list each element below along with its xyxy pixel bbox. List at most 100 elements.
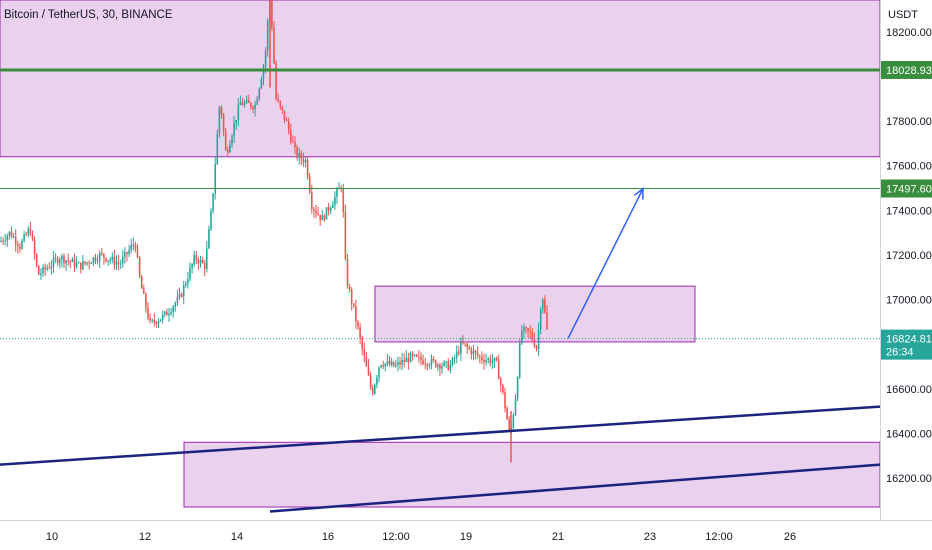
candle-body — [495, 357, 498, 361]
candle-body — [518, 342, 521, 378]
candle-body — [266, 20, 269, 51]
price-tick-label: 17000.00 — [886, 295, 932, 307]
candle-body — [462, 342, 464, 344]
candle-body — [180, 293, 183, 297]
candle-body — [122, 257, 124, 264]
candle-body — [237, 105, 240, 121]
candle-body — [422, 360, 424, 365]
candle-body — [277, 98, 279, 102]
time-axis[interactable] — [0, 521, 881, 550]
candle-body — [80, 262, 82, 270]
candle-body — [73, 259, 76, 267]
supply-demand-zone[interactable] — [183, 441, 881, 508]
candle-body — [388, 361, 391, 365]
candle-body — [311, 192, 313, 209]
candle-body — [334, 196, 336, 205]
candle-body — [285, 119, 288, 122]
candle-body — [231, 136, 233, 145]
candle-body — [497, 360, 500, 380]
candle-body — [300, 153, 303, 159]
candle-body — [59, 259, 61, 264]
supply-demand-zone[interactable] — [0, 0, 881, 158]
price-tick-label: 18200.00 — [886, 27, 932, 39]
candle-body — [426, 364, 429, 366]
candle-body — [258, 88, 261, 99]
price-tick-label: 17400.00 — [886, 205, 932, 217]
candle-body — [6, 235, 9, 241]
candle-body — [443, 361, 445, 366]
candle-body — [420, 356, 422, 361]
candle-body — [233, 123, 235, 137]
price-tick-label: 17600.00 — [886, 161, 932, 173]
candle-body — [405, 357, 408, 362]
candle-body — [67, 260, 69, 262]
candle-body — [327, 207, 330, 211]
candle-body — [374, 384, 376, 394]
price-tick-label: 16400.00 — [886, 428, 932, 440]
time-axis-divider — [0, 520, 932, 521]
candle-body — [361, 337, 363, 349]
candle-body — [227, 150, 229, 153]
candle-body — [50, 266, 53, 269]
candle-body — [23, 234, 25, 241]
candle-body — [344, 211, 347, 259]
candle-body — [353, 303, 355, 306]
candle-body — [306, 160, 309, 177]
price-tick-label: 16200.00 — [886, 473, 932, 485]
arrow-head-icon — [633, 187, 644, 200]
candle-body — [235, 120, 237, 124]
candle-body — [367, 366, 370, 376]
candle-body — [369, 375, 372, 388]
candle-body — [481, 356, 483, 360]
candle-body — [287, 121, 290, 131]
candle-body — [514, 399, 517, 415]
candle-body — [472, 350, 475, 355]
candle-body — [52, 258, 55, 267]
candle-body — [38, 266, 40, 275]
candle-body — [195, 255, 198, 260]
candle-body — [296, 147, 298, 158]
candle-body — [451, 358, 454, 366]
candle-body — [527, 328, 529, 331]
candle-body — [29, 228, 32, 235]
candle-body — [103, 253, 105, 258]
candle-body — [157, 321, 160, 324]
candle-body — [222, 114, 225, 132]
candle-body — [164, 311, 166, 315]
candle-body — [254, 104, 256, 110]
candle-body — [434, 360, 437, 367]
trendline[interactable] — [0, 405, 881, 466]
candle-body — [315, 210, 317, 214]
candle-body — [44, 266, 46, 270]
price-axis[interactable] — [881, 0, 932, 550]
candle-body — [170, 312, 172, 314]
current-price-label: 16824.81 — [886, 334, 932, 346]
candle-body — [418, 356, 420, 358]
candle-body — [138, 257, 141, 277]
candle-body — [197, 259, 200, 264]
candle-body — [399, 362, 401, 365]
supply-demand-zone[interactable] — [374, 285, 696, 343]
trendline[interactable] — [269, 463, 881, 513]
candle-body — [392, 361, 395, 367]
candle-body — [203, 262, 206, 269]
candle-body — [94, 257, 97, 261]
candle-body — [130, 244, 132, 250]
candle-body — [397, 362, 399, 365]
candle-body — [176, 296, 179, 303]
projection-arrow[interactable] — [567, 188, 644, 339]
current-price-badge — [881, 329, 932, 360]
candle-body — [17, 244, 19, 247]
candle-body — [25, 234, 27, 236]
candle-body — [84, 261, 86, 264]
candle-body — [136, 248, 139, 258]
candle-body — [290, 130, 292, 142]
candle-body — [35, 254, 38, 267]
candle-body — [458, 351, 460, 354]
candle-body — [166, 311, 168, 316]
time-tick-label: 21 — [552, 531, 564, 543]
candle-body — [464, 343, 466, 345]
candle-body — [428, 365, 431, 367]
